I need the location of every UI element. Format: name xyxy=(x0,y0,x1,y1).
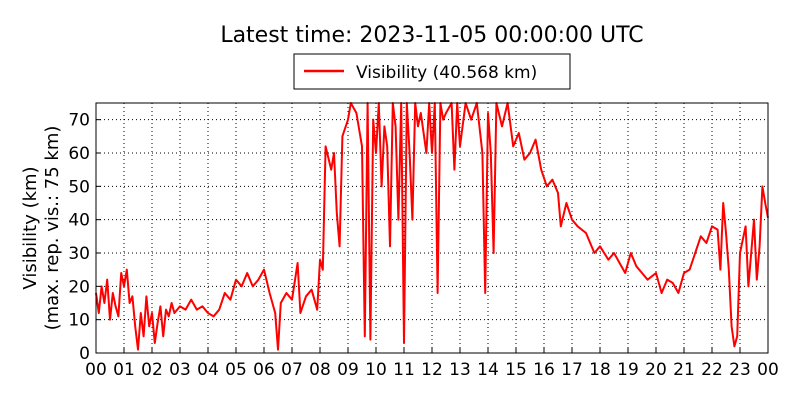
data-line xyxy=(95,102,769,351)
x-tick-label: 16 xyxy=(533,360,555,380)
x-tick-label: 19 xyxy=(617,360,639,380)
x-tick-label: 15 xyxy=(505,360,527,380)
x-tick-label: 04 xyxy=(197,360,219,380)
x-tick-label: 09 xyxy=(337,360,359,380)
y-tick-label: 60 xyxy=(68,144,90,164)
y-tick-label: 70 xyxy=(68,111,90,131)
x-tick-label: 05 xyxy=(225,360,247,380)
x-tick-label: 00 xyxy=(757,360,779,380)
y-tick-label: 30 xyxy=(68,244,90,264)
y-tick-label: 50 xyxy=(68,177,90,197)
x-tick-label: 01 xyxy=(113,360,135,380)
x-tick-label: 00 xyxy=(85,360,107,380)
y-tick-label: 40 xyxy=(68,211,90,231)
x-tick-label: 13 xyxy=(449,360,471,380)
x-tick-label: 02 xyxy=(141,360,163,380)
x-tick-label: 17 xyxy=(561,360,583,380)
x-tick-label: 20 xyxy=(645,360,667,380)
y-tick-label: 0 xyxy=(79,344,90,364)
y-axis-label: (max. rep. vis.: 75 km) xyxy=(42,126,63,331)
x-tick-label: 11 xyxy=(393,360,415,380)
x-tick-label: 21 xyxy=(673,360,695,380)
plot-frame xyxy=(95,102,769,354)
y-tick-label: 10 xyxy=(68,311,90,331)
x-tick-label: 22 xyxy=(701,360,723,380)
x-tick-label: 06 xyxy=(253,360,275,380)
x-tick-label: 07 xyxy=(281,360,303,380)
chart-title: Latest time: 2023-11-05 00:00:00 UTC xyxy=(220,23,643,48)
x-tick-label: 14 xyxy=(477,360,499,380)
y-axis-label: Visibility (km) xyxy=(20,166,41,289)
legend-label: Visibility (40.568 km) xyxy=(356,63,537,83)
x-tick-label: 10 xyxy=(365,360,387,380)
x-tick-label: 12 xyxy=(421,360,443,380)
y-tick-label: 20 xyxy=(68,277,90,297)
x-tick-label: 18 xyxy=(589,360,611,380)
x-tick-label: 03 xyxy=(169,360,191,380)
x-tick-label: 08 xyxy=(309,360,331,380)
x-tick-label: 23 xyxy=(729,360,751,380)
